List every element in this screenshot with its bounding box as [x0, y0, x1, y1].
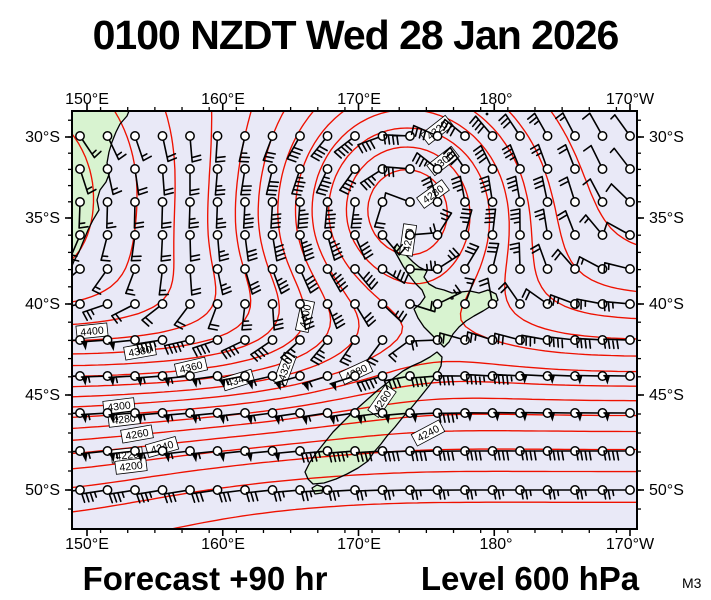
lon-label-bottom: 180° [479, 536, 512, 553]
contour-label: 4300 [102, 397, 136, 415]
contour-label: 4400 [75, 322, 109, 340]
contour-label: 4260 [120, 424, 154, 444]
lat-label-left: 30°S [25, 129, 60, 146]
lat-label-left: 50°S [25, 482, 60, 499]
svg-text:4360: 4360 [178, 359, 204, 376]
lon-label-top: 170°E [337, 91, 381, 108]
lat-label-right: 45°S [649, 387, 684, 404]
contour-label: 4360 [173, 356, 209, 378]
pressure-level-caption: Level 600 hPa [420, 560, 640, 597]
lat-label-left: 35°S [25, 210, 60, 227]
lat-label-right: 35°S [649, 210, 684, 227]
lon-label-bottom: 170°W [606, 536, 655, 553]
lon-label-top: 150°E [65, 91, 109, 108]
lon-label-top: 160°E [201, 91, 245, 108]
lon-label-top: 170°W [606, 91, 655, 108]
svg-text:4200: 4200 [119, 459, 144, 474]
lat-label-right: 50°S [649, 482, 684, 499]
model-id-label: M3 [682, 575, 702, 591]
svg-text:4260: 4260 [125, 427, 150, 443]
lat-label-right: 30°S [649, 129, 684, 146]
lat-label-left: 40°S [25, 296, 60, 313]
lon-label-top: 180° [479, 91, 512, 108]
lat-label-left: 45°S [25, 387, 60, 404]
lon-label-bottom: 170°E [337, 536, 381, 553]
svg-text:4280: 4280 [112, 412, 137, 427]
svg-text:4400: 4400 [80, 325, 105, 339]
lon-label-bottom: 160°E [201, 536, 245, 553]
forecast-hour-caption: Forecast +90 hr [82, 560, 328, 597]
svg-text:4300: 4300 [107, 399, 132, 414]
lon-label-bottom: 150°E [65, 536, 109, 553]
lat-label-right: 40°S [649, 296, 684, 313]
contour-label: 4200 [114, 457, 148, 475]
chart-title: 0100 NZDT Wed 28 Jan 2026 [92, 12, 620, 58]
